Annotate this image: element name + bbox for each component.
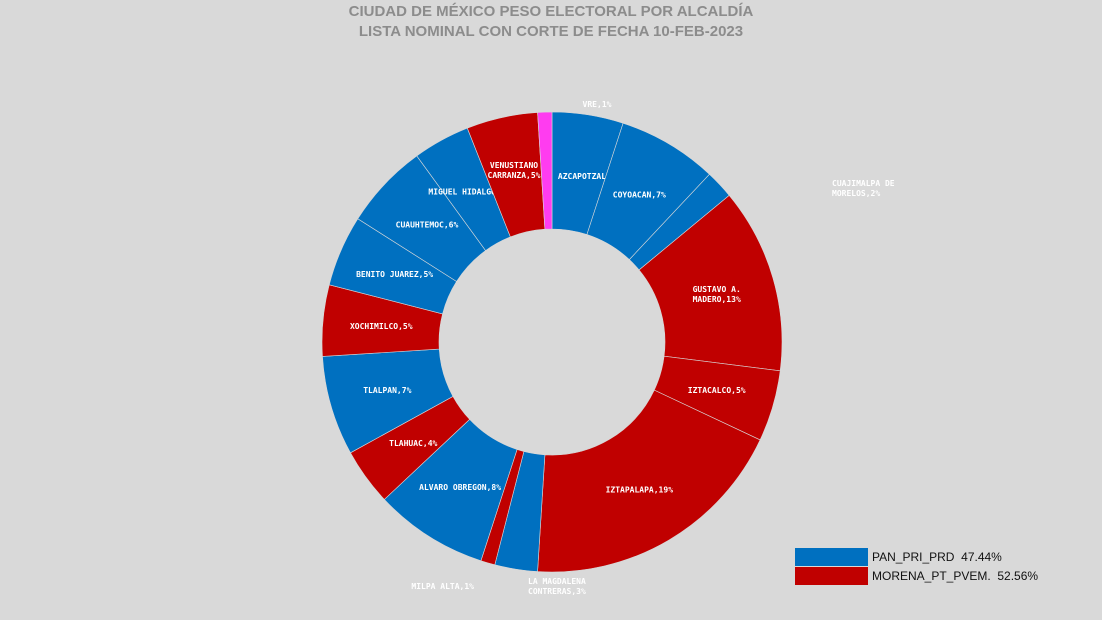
legend-swatch <box>795 547 868 566</box>
data-label: MIGUEL HIDALGO,4% <box>428 188 510 197</box>
chart-title: CIUDAD DE MÉXICO PESO ELECTORAL POR ALCA… <box>348 3 754 20</box>
data-label: IZTAPALAPA,19% <box>606 486 674 495</box>
legend-item-morena: MORENA_PT_PVEM. 52.56% <box>795 566 1038 585</box>
legend-value: 47.44% <box>961 549 1002 564</box>
data-label: LA MAGDALENA CONTRERAS,3% <box>528 577 586 596</box>
legend-label: MORENA_PT_PVEM. <box>872 568 991 583</box>
data-label: IZTACALCO,5% <box>688 386 746 395</box>
legend-item-pan: PAN_PRI_PRD 47.44% <box>795 547 1038 566</box>
data-label: TLAHUAC,4% <box>389 439 437 448</box>
legend-label: PAN_PRI_PRD <box>872 549 955 564</box>
data-label: VENUSTIANO CARRANZA,5% <box>488 161 541 180</box>
data-label: XOCHIMILCO,5% <box>350 322 413 331</box>
slice-vre <box>537 111 553 230</box>
legend-value: 52.56% <box>997 568 1039 583</box>
data-label: BENITO JUAREZ,5% <box>356 270 433 279</box>
legend-swatch <box>795 566 868 585</box>
data-label: COYOACAN,7% <box>613 190 666 199</box>
data-label: VRE,1% <box>583 100 612 109</box>
data-label: TLALPAN,7% <box>363 386 411 395</box>
slice-iztapalapa <box>537 389 761 573</box>
data-label: AZCAPOTZALCO,5% <box>558 172 630 181</box>
data-label: CUAUHTEMOC,6% <box>396 221 459 230</box>
data-label: MILPA ALTA,1% <box>411 582 474 591</box>
data-label: CUAJIMALPA DE MORELOS,2% <box>832 179 895 198</box>
legend: PAN_PRI_PRD 47.44% MORENA_PT_PVEM. 52.56… <box>795 547 1038 585</box>
data-label: GUSTAVO A. MADERO,13% <box>693 285 741 304</box>
chart-subtitle: LISTA NOMINAL CON CORTE DE FECHA 10-FEB-… <box>358 23 744 40</box>
data-label: ALVARO OBREGON,8% <box>419 483 501 492</box>
